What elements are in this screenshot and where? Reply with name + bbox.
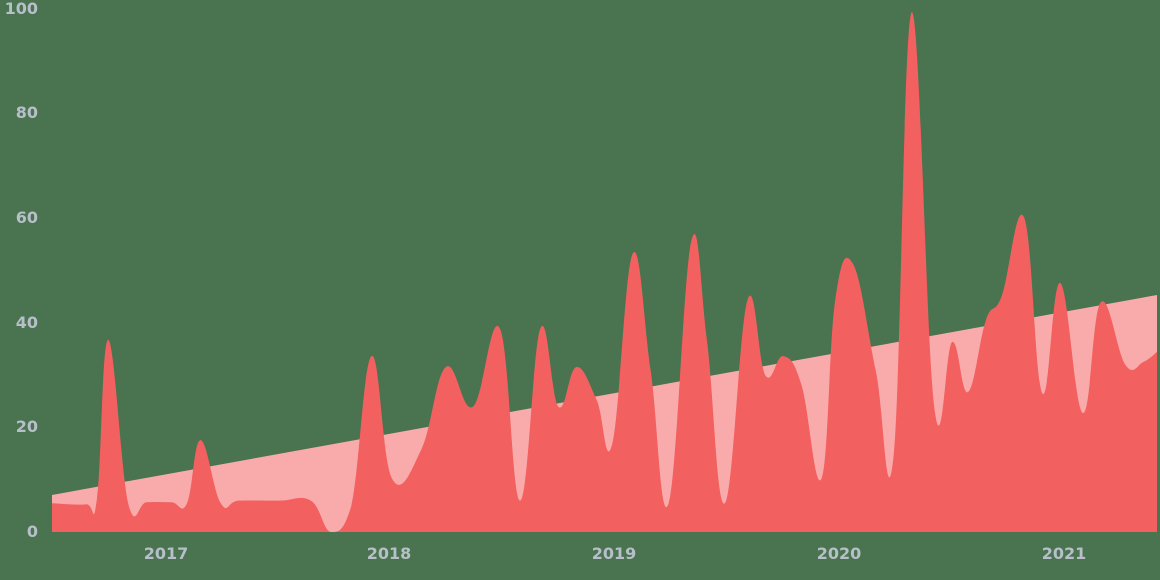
series-area [52,12,1157,532]
y-tick-100: 100 [4,0,38,18]
y-tick-80: 80 [15,103,38,122]
y-tick-60: 60 [15,208,38,227]
x-tick-2018: 2018 [366,544,412,563]
y-tick-40: 40 [15,313,38,332]
y-tick-20: 20 [15,417,38,436]
x-tick-2019: 2019 [591,544,637,563]
x-tick-2020: 2020 [816,544,862,563]
y-tick-0: 0 [26,522,38,541]
x-tick-2017: 2017 [143,544,189,563]
x-tick-2021: 2021 [1041,544,1087,563]
